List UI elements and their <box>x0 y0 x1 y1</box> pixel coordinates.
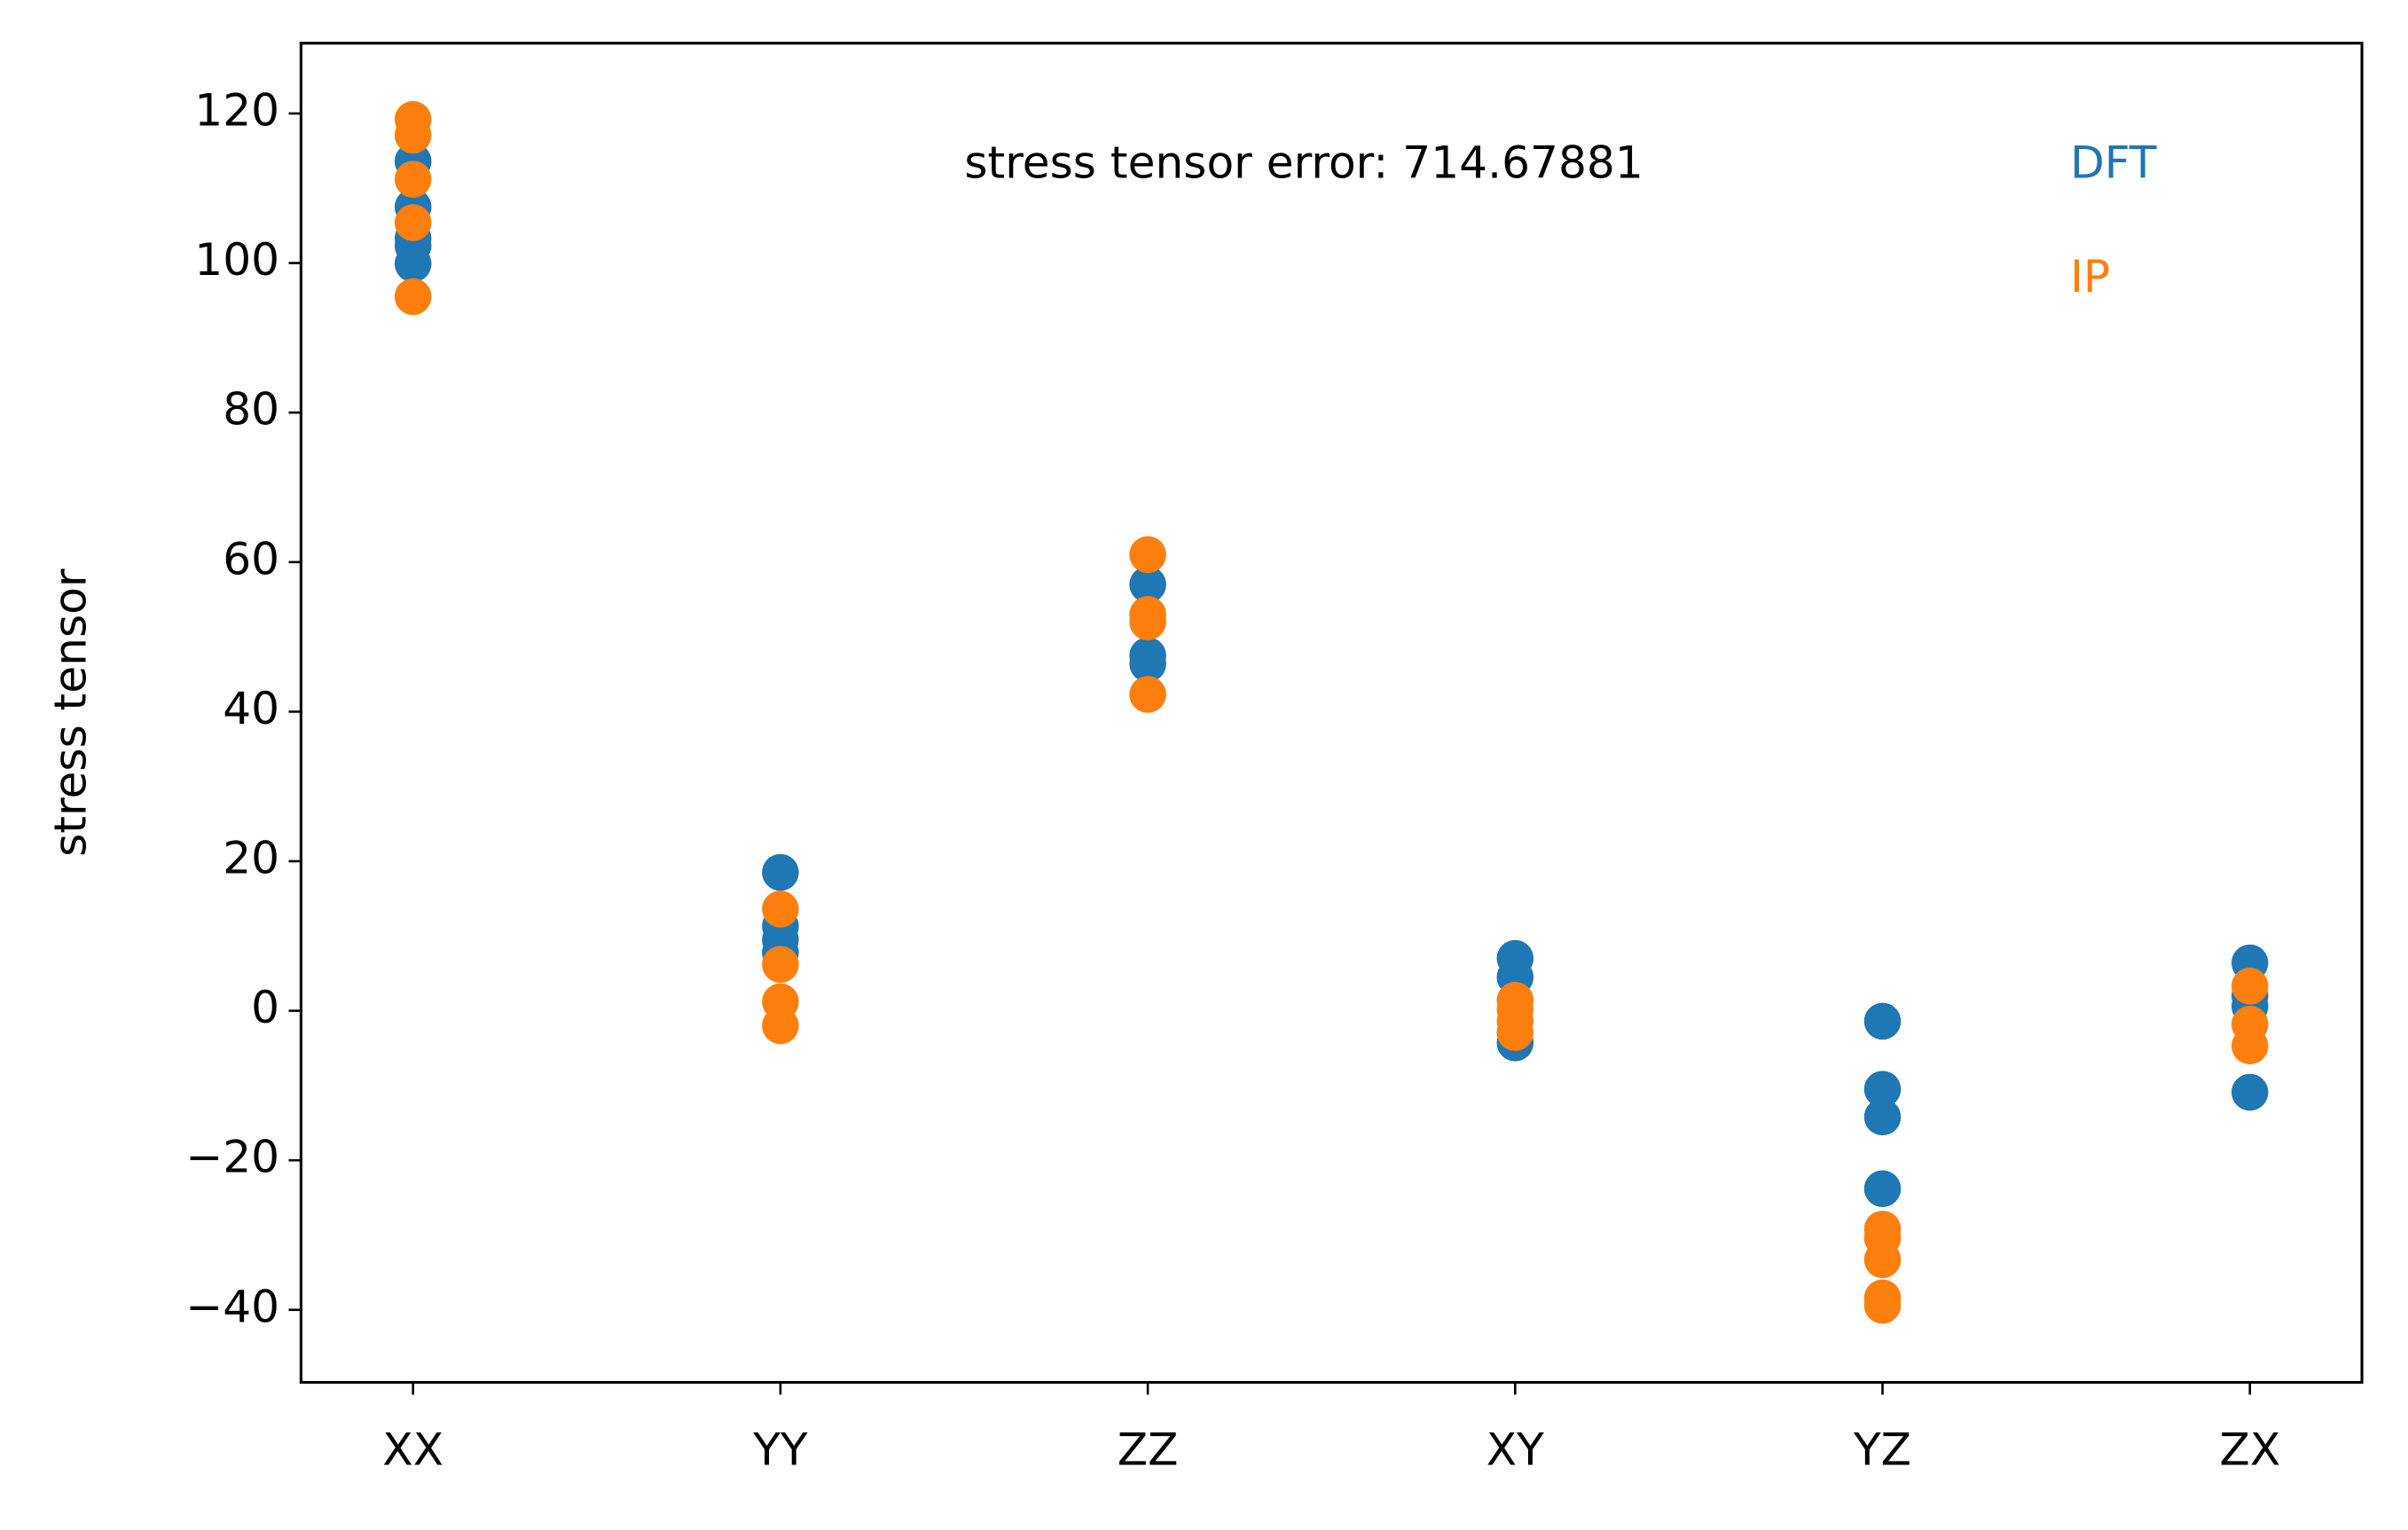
y-tick-label: 40 <box>223 682 279 734</box>
plot-frame <box>299 42 2364 1385</box>
x-tick-label: YZ <box>1853 1424 1911 1476</box>
x-tick-label: XY <box>1486 1424 1544 1476</box>
point <box>1129 676 1166 713</box>
y-tick-label: 80 <box>223 383 279 435</box>
point <box>1496 1014 1534 1051</box>
point <box>394 204 432 241</box>
y-tick-label: 20 <box>223 831 279 883</box>
point <box>1863 1098 1902 1136</box>
point <box>1129 645 1166 683</box>
point <box>394 116 432 154</box>
y-tick-label: 60 <box>223 532 279 585</box>
point <box>1863 1071 1902 1108</box>
point <box>1129 536 1166 574</box>
point <box>1863 1241 1902 1279</box>
x-tick-label: ZZ <box>1118 1424 1179 1476</box>
legend-label: IP <box>2070 250 2110 302</box>
y-tick-label: 120 <box>194 83 279 136</box>
point <box>1129 566 1166 603</box>
y-tick-label: −20 <box>185 1131 279 1183</box>
point <box>1129 603 1166 640</box>
point <box>762 853 799 891</box>
point <box>762 1007 799 1045</box>
x-tick-label: ZX <box>2219 1424 2280 1476</box>
point <box>1863 1286 1902 1324</box>
legend-label: DFT <box>2070 137 2157 189</box>
point <box>2231 1027 2269 1064</box>
point <box>394 278 432 316</box>
y-tick-label: 100 <box>194 233 279 286</box>
y-axis-label: stress tensor <box>44 569 97 857</box>
point <box>762 891 799 928</box>
point <box>762 945 799 984</box>
point <box>1863 1170 1902 1207</box>
x-tick-label: XX <box>382 1424 443 1476</box>
annotation: stress tensor error: 714.67881 <box>964 137 1643 189</box>
point <box>2231 967 2269 1005</box>
point <box>1863 1002 1902 1040</box>
point <box>394 161 432 198</box>
y-tick-label: −40 <box>185 1280 279 1332</box>
point <box>394 245 432 283</box>
x-tick-label: YY <box>752 1424 808 1476</box>
point <box>2231 1073 2269 1111</box>
y-tick-label: 0 <box>251 981 279 1033</box>
